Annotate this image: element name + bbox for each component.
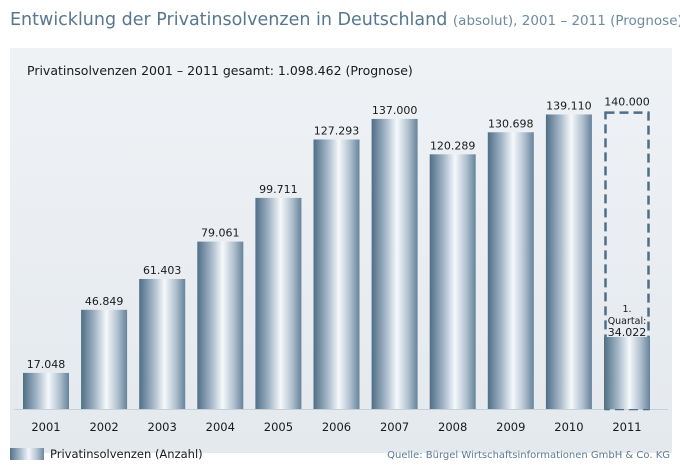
bar-2005 bbox=[255, 197, 302, 409]
bar-2002 bbox=[81, 309, 128, 409]
x-tick-label-2010: 2010 bbox=[554, 420, 583, 434]
bar-2007 bbox=[371, 118, 418, 409]
x-tick-label-2006: 2006 bbox=[322, 420, 351, 434]
legend-label: Privatinsolvenzen (Anzahl) bbox=[50, 447, 203, 461]
bar-value-label-2006: 127.293 bbox=[314, 124, 360, 137]
bar-value-label-2001: 17.048 bbox=[27, 358, 66, 371]
chart-title-sub: (absolut), 2001 – 2011 (Prognose) bbox=[452, 13, 680, 29]
chart-title-main: Entwicklung der Privatinsolvenzen in Deu… bbox=[10, 10, 448, 30]
total-label: Privatinsolvenzen 2001 – 2011 gesamt: 1.… bbox=[27, 63, 413, 78]
x-tick-label-2004: 2004 bbox=[206, 420, 235, 434]
source-note: Quelle: Bürgel Wirtschaftsinformationen … bbox=[387, 450, 670, 461]
bar-2004 bbox=[197, 241, 244, 409]
bar-2011 bbox=[604, 336, 650, 409]
x-tick-label-2011: 2011 bbox=[612, 420, 641, 434]
bar-value-label-2009: 130.698 bbox=[488, 117, 534, 130]
x-tick-label-2005: 2005 bbox=[264, 420, 293, 434]
bar-2003 bbox=[139, 278, 186, 409]
bar-2008 bbox=[429, 154, 476, 409]
bar-2006 bbox=[313, 139, 360, 409]
bar-2010 bbox=[545, 114, 592, 409]
partial-note-line1: 1. bbox=[622, 304, 631, 315]
chart-title: Entwicklung der Privatinsolvenzen in Deu… bbox=[10, 10, 680, 30]
bar-2009 bbox=[487, 132, 534, 409]
x-tick-label-2008: 2008 bbox=[438, 420, 467, 434]
x-tick-label-2007: 2007 bbox=[380, 420, 409, 434]
chart-legend: Privatinsolvenzen (Anzahl) bbox=[10, 447, 203, 461]
legend-swatch bbox=[10, 448, 44, 460]
bar-value-label-2011: 34.022 bbox=[608, 326, 647, 339]
x-tick-label-2001: 2001 bbox=[31, 420, 60, 434]
forecast-bar-outline bbox=[604, 111, 650, 411]
x-tick-label-2009: 2009 bbox=[496, 420, 525, 434]
bar-value-label-2005: 99.711 bbox=[259, 183, 298, 196]
bar-value-label-2007: 137.000 bbox=[372, 104, 418, 117]
partial-note-line2: Quartal: bbox=[608, 316, 647, 327]
forecast-value-label: 140.000 bbox=[604, 96, 650, 109]
bar-value-label-2002: 46.849 bbox=[85, 295, 124, 308]
bar-value-label-2003: 61.403 bbox=[143, 264, 182, 277]
bar-value-label-2008: 120.289 bbox=[430, 139, 476, 152]
bar-2001 bbox=[23, 372, 69, 409]
x-tick-label-2003: 2003 bbox=[148, 420, 177, 434]
bar-value-label-2010: 139.110 bbox=[546, 99, 592, 112]
bar-value-label-2004: 79.061 bbox=[201, 227, 240, 240]
x-tick-label-2002: 2002 bbox=[89, 420, 118, 434]
